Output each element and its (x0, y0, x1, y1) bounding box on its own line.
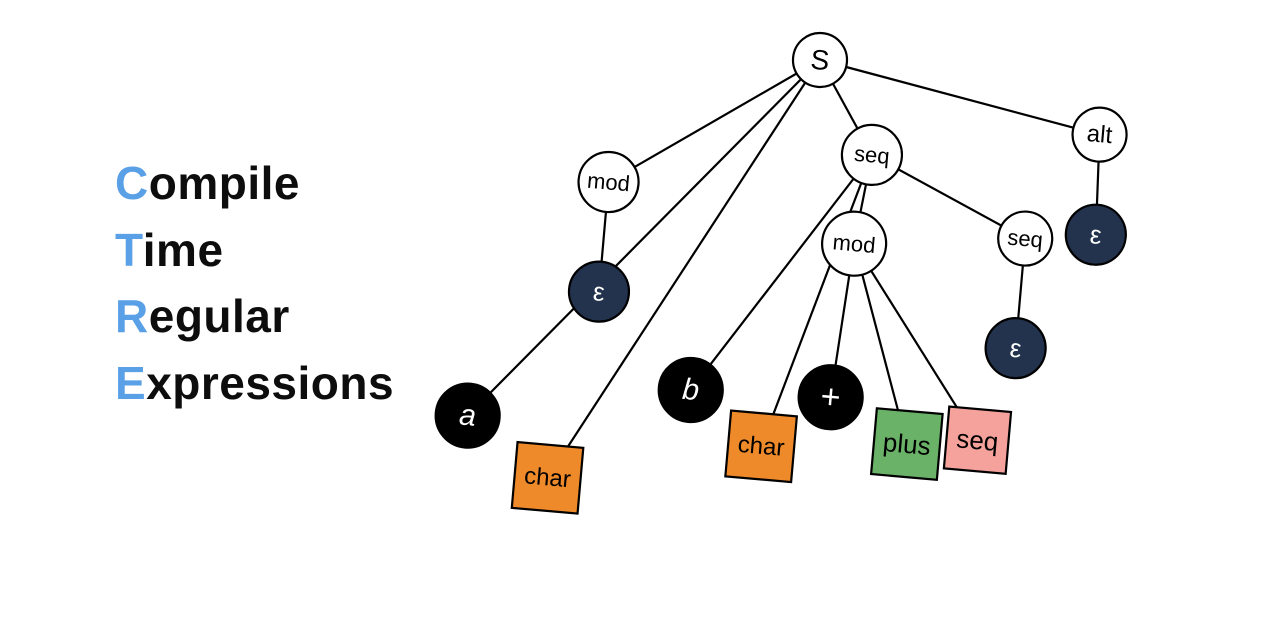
edge-S-alt (816, 60, 1104, 135)
node-label-char2: char (737, 431, 786, 462)
node-eps1: ε (566, 259, 631, 324)
node-label-seq1: seq (853, 141, 891, 169)
node-mod1: mod (576, 150, 641, 215)
node-seq1: seq (839, 122, 904, 187)
node-label-a: a (458, 398, 478, 432)
node-label-plus: + (819, 377, 842, 417)
tree-diagram: Smodseqaltεmodseqεεab+charcharplusseq (0, 0, 1280, 640)
node-label-seq2: seq (1006, 225, 1044, 253)
node-label-mod2: mod (832, 229, 877, 258)
node-seqSq: seq (944, 407, 1011, 474)
node-char2: char (725, 411, 797, 483)
node-label-alt: alt (1086, 120, 1114, 149)
node-label-char1: char (523, 462, 572, 493)
node-seq2: seq (996, 209, 1055, 268)
node-eps3: ε (983, 316, 1048, 381)
node-label-b: b (681, 373, 701, 407)
node-char1: char (512, 442, 584, 514)
node-label-seqSq: seq (955, 423, 999, 457)
node-b: b (656, 355, 725, 424)
node-alt: alt (1070, 105, 1129, 164)
node-plus: + (796, 363, 865, 432)
edge-S-a (468, 32, 820, 443)
node-plusSq: plus (871, 408, 943, 480)
node-label-S: S (809, 44, 830, 77)
node-label-plusSq: plus (882, 427, 932, 461)
node-eps2: ε (1063, 202, 1128, 267)
edge-S-mod1 (609, 43, 820, 200)
node-label-mod1: mod (586, 168, 631, 197)
